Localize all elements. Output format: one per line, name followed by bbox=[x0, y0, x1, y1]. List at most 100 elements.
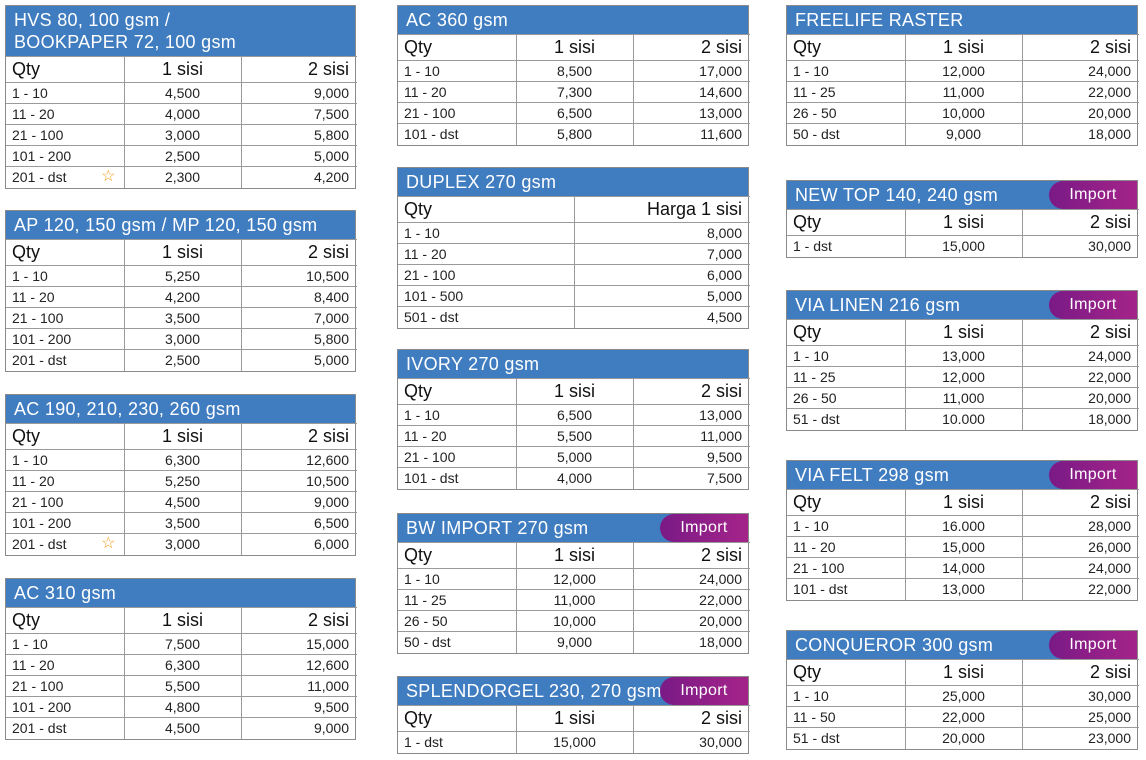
qty-cell: 1 - 10 bbox=[6, 82, 124, 104]
import-badge: Import bbox=[1049, 291, 1137, 319]
price-cell: 9,000 bbox=[904, 123, 1022, 145]
column-header: 2 sisi bbox=[240, 239, 357, 266]
price-cell: 9,000 bbox=[240, 491, 357, 513]
table-title-bar: DUPLEX 270 gsm bbox=[398, 168, 748, 196]
star-icon: ☆ bbox=[101, 535, 116, 553]
table-title-bar: IVORY 270 gsm bbox=[398, 350, 748, 378]
price-cell: 30,000 bbox=[632, 731, 750, 753]
price-cell: 3,000 bbox=[123, 124, 241, 146]
price-cell: 24,000 bbox=[1021, 60, 1139, 82]
price-table-ivory: IVORY 270 gsm Qty 1 sisi 2 sisi 1 - 10 6,500 1… bbox=[397, 349, 750, 490]
qty-cell: 21 - 100 bbox=[6, 124, 124, 146]
table-row: 11 - 25 12,000 22,000 bbox=[787, 366, 1139, 388]
qty-cell: 1 - 10 bbox=[787, 60, 905, 82]
qty-cell: 26 - 50 bbox=[398, 610, 516, 632]
column-header: 1 sisi bbox=[904, 319, 1022, 346]
price-cell: 25,000 bbox=[904, 685, 1022, 707]
table-header-row: Qty 1 sisi 2 sisi bbox=[398, 705, 750, 732]
price-cell: 12,000 bbox=[515, 568, 633, 590]
column-header: 2 sisi bbox=[240, 423, 357, 450]
table-row: 11 - 20 5,500 11,000 bbox=[398, 425, 750, 447]
price-cell: 6,300 bbox=[123, 654, 241, 676]
price-grid: Qty 1 sisi 2 sisi 1 - 10 13,000 24,000 11 - 25… bbox=[787, 319, 1139, 430]
table-header-row: Qty 1 sisi 2 sisi bbox=[787, 34, 1139, 61]
price-table-ap: AP 120, 150 gsm / MP 120, 150 gsm Qty 1 si… bbox=[5, 210, 357, 372]
price-grid: Qty 1 sisi 2 sisi 1 - 10 6,500 13,000 11 - 20 5… bbox=[398, 378, 750, 489]
column-header: 1 sisi bbox=[123, 423, 241, 450]
table-title-bar: VIA LINEN 216 gsm Import bbox=[787, 291, 1137, 319]
price-cell: 17,000 bbox=[632, 60, 750, 82]
price-cell: 26,000 bbox=[1021, 536, 1139, 558]
price-cell: 7,500 bbox=[240, 103, 357, 125]
price-cell: 5,800 bbox=[240, 328, 357, 350]
column-header: 2 sisi bbox=[632, 34, 750, 61]
price-cell: 5,000 bbox=[515, 446, 633, 468]
table-header-row: Qty 1 sisi 2 sisi bbox=[787, 209, 1139, 236]
price-cell: 5,800 bbox=[515, 123, 633, 145]
price-grid: Qty 1 sisi 2 sisi 1 - 10 25,000 30,000 11 - 50… bbox=[787, 659, 1139, 749]
qty-cell: 26 - 50 bbox=[787, 387, 905, 409]
price-cell: 10,500 bbox=[240, 265, 357, 287]
qty-cell: 101 - dst bbox=[787, 578, 905, 600]
column-header: 2 sisi bbox=[240, 607, 357, 634]
qty-cell: 11 - 20 bbox=[787, 536, 905, 558]
column-header: Qty bbox=[787, 34, 905, 61]
price-cell: 8,500 bbox=[515, 60, 633, 82]
table-row: 1 - 10 5,250 10,500 bbox=[6, 265, 357, 287]
qty-cell: 11 - 25 bbox=[787, 81, 905, 103]
table-row: 50 - dst 9,000 18,000 bbox=[398, 631, 750, 653]
column-header: 1 sisi bbox=[515, 378, 633, 405]
table-row: 21 - 100 5,000 9,500 bbox=[398, 446, 750, 468]
table-row: 1 - 10 8,500 17,000 bbox=[398, 60, 750, 82]
table-row: 26 - 50 10,000 20,000 bbox=[787, 102, 1139, 124]
table-header-row: Qty 1 sisi 2 sisi bbox=[6, 423, 357, 450]
qty-cell: 1 - 10 bbox=[398, 404, 516, 426]
column-header: 1 sisi bbox=[904, 209, 1022, 236]
qty-cell: 101 - 200 bbox=[6, 145, 124, 167]
table-row: 1 - dst 15,000 30,000 bbox=[398, 731, 750, 753]
table-header-row: Qty 1 sisi 2 sisi bbox=[6, 56, 357, 83]
qty-cell: 11 - 20 bbox=[6, 103, 124, 125]
import-badge: Import bbox=[1049, 461, 1137, 489]
table-title: FREELIFE RASTER bbox=[795, 10, 964, 30]
table-row: 101 - dst 5,800 11,600 bbox=[398, 123, 750, 145]
table-row: 1 - 10 6,500 13,000 bbox=[398, 404, 750, 426]
column-header: Qty bbox=[398, 34, 516, 61]
column-header: 2 sisi bbox=[240, 56, 357, 83]
price-cell: 6,000 bbox=[573, 264, 750, 286]
qty-cell: 1 - 10 bbox=[6, 449, 124, 471]
qty-cell: 101 - 200 bbox=[6, 328, 124, 350]
price-cell: 4,200 bbox=[240, 166, 357, 188]
qty-cell: 11 - 25 bbox=[398, 589, 516, 611]
table-row: 21 - 100 6,500 13,000 bbox=[398, 102, 750, 124]
price-cell: 5,000 bbox=[240, 349, 357, 371]
price-cell: 9,500 bbox=[240, 696, 357, 718]
price-cell: 4,500 bbox=[123, 82, 241, 104]
qty-cell: 50 - dst bbox=[787, 123, 905, 145]
table-row: 201 - dst ☆ 3,000 6,000 bbox=[6, 533, 357, 555]
price-table-ac190: AC 190, 210, 230, 260 gsm Qty 1 sisi 2 sisi… bbox=[5, 394, 357, 556]
qty-cell: 1 - 10 bbox=[787, 685, 905, 707]
qty-cell: 1 - 10 bbox=[398, 222, 574, 244]
table-row: 11 - 25 11,000 22,000 bbox=[398, 589, 750, 611]
qty-cell: 101 - 200 bbox=[6, 512, 124, 534]
qty-cell: 21 - 100 bbox=[6, 491, 124, 513]
column-header: Qty bbox=[398, 378, 516, 405]
price-cell: 12,600 bbox=[240, 654, 357, 676]
price-cell: 12,000 bbox=[904, 60, 1022, 82]
table-header-row: Qty 1 sisi 2 sisi bbox=[787, 319, 1139, 346]
qty-cell: 101 - dst bbox=[398, 123, 516, 145]
column-header: Qty bbox=[787, 659, 905, 686]
qty-cell: 21 - 100 bbox=[398, 102, 516, 124]
table-title: BW IMPORT 270 gsm bbox=[406, 518, 589, 538]
price-grid: Qty 1 sisi 2 sisi 1 - 10 4,500 9,000 11 - 20 4,… bbox=[6, 56, 357, 188]
qty-cell: 501 - dst bbox=[398, 306, 574, 328]
table-title-bar: AC 360 gsm bbox=[398, 6, 748, 34]
price-cell: 5,500 bbox=[123, 675, 241, 697]
price-cell: 9,000 bbox=[515, 631, 633, 653]
column-header: 1 sisi bbox=[515, 542, 633, 569]
price-cell: 15,000 bbox=[515, 731, 633, 753]
price-cell: 10,000 bbox=[515, 610, 633, 632]
table-row: 11 - 20 5,250 10,500 bbox=[6, 470, 357, 492]
table-row: 501 - dst 4,500 bbox=[398, 306, 750, 328]
